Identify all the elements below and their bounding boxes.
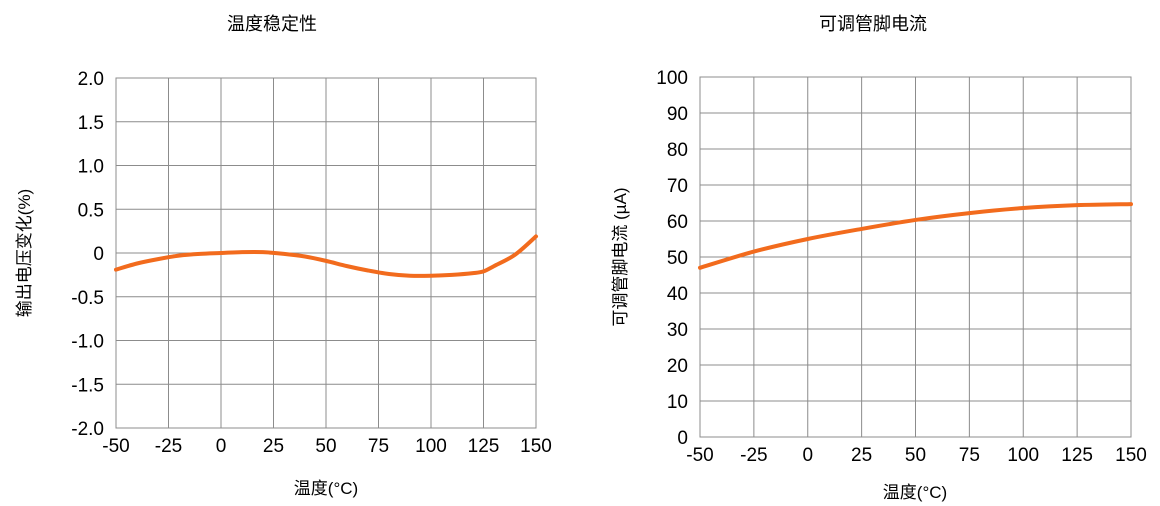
chart2-x-tick-label: 50 <box>905 445 926 466</box>
chart1-x-tick-label: 25 <box>263 436 284 457</box>
chart1-y-tick-label: -1.5 <box>71 375 104 396</box>
chart-temperature-stability: 温度稳定性 2.01.51.00.50-0.5-1.0-1.5-2.0 -50-… <box>15 14 552 498</box>
chart2-y-tick-label: 10 <box>667 392 688 413</box>
chart1-x-tick-label: 0 <box>216 436 227 457</box>
chart2-x-tick-label: 75 <box>959 445 980 466</box>
chart1-y-tick-label: 2.0 <box>78 69 104 90</box>
chart1-x-tick-label: -25 <box>155 436 182 457</box>
chart2-x-tick-label: 25 <box>851 445 872 466</box>
chart2-x-axis-label: 温度(°C) <box>883 483 947 502</box>
chart1-x-tick-label: -50 <box>102 436 129 457</box>
chart1-x-tick-labels: -50 -25 0 25 50 75 100 125 150 <box>102 436 552 457</box>
chart1-y-tick-label: -2.0 <box>71 419 104 440</box>
chart2-x-tick-label: 150 <box>1115 445 1147 466</box>
chart2-title: 可调管脚电流 <box>819 14 927 34</box>
chart2-y-tick-label: 50 <box>667 248 688 269</box>
chart1-x-tick-label: 125 <box>468 436 500 457</box>
chart2-y-tick-label: 30 <box>667 320 688 341</box>
chart1-y-tick-label: 0 <box>93 244 104 265</box>
chart1-x-tick-label: 50 <box>315 436 336 457</box>
chart1-grid <box>115 77 537 429</box>
chart2-y-tick-label: 70 <box>667 176 688 197</box>
chart1-y-tick-label: 1.5 <box>78 113 104 134</box>
chart1-series-line <box>114 234 538 278</box>
chart2-x-tick-label: -50 <box>686 445 713 466</box>
chart1-y-tick-label: 0.5 <box>78 200 104 221</box>
chart1-title: 温度稳定性 <box>227 14 317 34</box>
chart2-x-tick-labels: -50 -25 0 25 50 75 100 125 150 <box>686 445 1147 466</box>
chart1-y-tick-label: -1.0 <box>71 332 104 353</box>
chart2-x-tick-label: -25 <box>740 445 767 466</box>
chart1-y-tick-label: 1.0 <box>78 157 104 178</box>
chart2-y-tick-label: 60 <box>667 212 688 233</box>
chart2-y-tick-label: 0 <box>677 428 688 449</box>
chart2-y-tick-label: 20 <box>667 356 688 377</box>
chart2-series-line <box>698 202 1133 270</box>
chart2-y-tick-label: 90 <box>667 104 688 125</box>
chart1-y-tick-label: -0.5 <box>71 288 104 309</box>
chart1-y-tick-labels: 2.0 1.5 1.0 0.5 0 -0.5 -1.0 -1.5 -2.0 <box>71 69 104 440</box>
chart1-x-tick-label: 150 <box>520 436 552 457</box>
chart2-y-axis-label: 可调管脚电流 (µA) <box>611 187 630 326</box>
chart1-plot-frame <box>115 77 537 429</box>
chart1-x-axis-label: 温度(°C) <box>294 479 358 498</box>
chart2-y-tick-label: 100 <box>656 68 688 89</box>
chart1-x-tick-label: 75 <box>368 436 389 457</box>
chart2-grid <box>699 76 1132 438</box>
chart2-plot-frame <box>699 76 1132 438</box>
chart2-x-tick-label: 125 <box>1061 445 1093 466</box>
chart2-y-tick-label: 80 <box>667 140 688 161</box>
chart1-y-axis-label: 输出电压变化(%) <box>15 189 34 317</box>
chart2-y-tick-label: 40 <box>667 284 688 305</box>
chart1-x-tick-label: 100 <box>415 436 447 457</box>
chart2-x-tick-label: 100 <box>1007 445 1039 466</box>
chart2-x-tick-label: 0 <box>802 445 813 466</box>
